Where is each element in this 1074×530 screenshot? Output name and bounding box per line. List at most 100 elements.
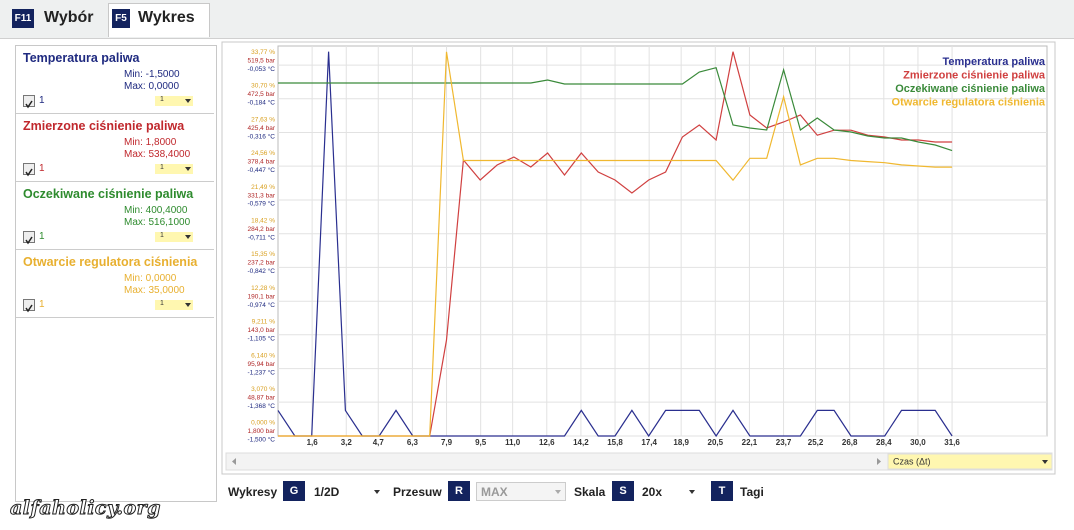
check-mark	[25, 168, 33, 177]
x-tick-label: 31,6	[944, 438, 960, 447]
sensor-card	[16, 113, 214, 182]
y-tick-label: 425,4 bar	[248, 125, 276, 132]
legend-entry: Oczekiwane ciśnienie paliwa	[895, 83, 1046, 95]
x-axis-label: Czas (Δt)	[893, 456, 931, 466]
tab-key: F11	[12, 9, 34, 28]
checkbox[interactable]	[23, 299, 35, 313]
y-tick-label: 1,800 bar	[248, 428, 276, 435]
y-tick-label: 472,5 bar	[248, 91, 276, 98]
y-tick-label: -0,974 °C	[247, 301, 275, 309]
toolbar-label: Tagi	[740, 485, 764, 499]
series-line	[278, 51, 953, 437]
x-tick-label: 30,0	[910, 438, 926, 447]
checkbox-label: 1	[39, 163, 45, 174]
dropdown-arrow	[555, 490, 561, 494]
checkbox[interactable]	[23, 231, 35, 245]
x-axis-select[interactable]	[887, 453, 1053, 470]
toolbar-label: Przesuw	[393, 485, 442, 499]
key-badge: R	[448, 481, 470, 501]
y-tick-label: -1,500 °C	[247, 436, 275, 444]
toolbar-label: Skala	[574, 485, 606, 499]
series-line	[278, 66, 953, 152]
x-tick-label: 11,0	[505, 438, 521, 447]
select-value: 1	[160, 300, 164, 307]
y-tick-label: -0,316 °C	[247, 132, 275, 140]
dropdown-arrow[interactable]	[689, 490, 695, 494]
y-tick-label: 27,63 %	[251, 116, 275, 123]
legend-entry: Temperatura paliwa	[943, 56, 1046, 68]
key-badge: G	[283, 481, 305, 501]
y-tick-label: 237,2 bar	[248, 260, 276, 267]
y-tick-label: 6,140 %	[251, 352, 275, 359]
sensor-panel	[15, 45, 217, 502]
y-tick-label: 331,3 bar	[248, 192, 276, 199]
sensor-max: Max: 538,4000	[124, 149, 191, 160]
y-tick-label: -0,579 °C	[247, 200, 275, 208]
y-tick-label: 378,4 bar	[248, 159, 276, 166]
dropdown-arrow[interactable]	[374, 490, 380, 494]
scroll-right[interactable]	[877, 458, 881, 465]
x-tick-label: 1,6	[307, 438, 319, 447]
select[interactable]: 1	[155, 232, 193, 242]
y-tick-label: -1,368 °C	[247, 402, 275, 410]
sensor-max: Max: 35,0000	[124, 285, 185, 296]
toolbar-value: MAX	[481, 485, 508, 499]
sensor-card	[16, 181, 214, 250]
x-tick-label: 9,5	[475, 438, 487, 447]
x-tick-label: 7,9	[441, 438, 453, 447]
dropdown-arrow	[185, 99, 191, 103]
check-mark	[25, 236, 33, 245]
y-tick-label: 9,211 %	[252, 319, 276, 326]
x-tick-label: 17,4	[641, 438, 657, 447]
y-tick-label: -0,053 °C	[247, 65, 275, 73]
watermark: alfaholicy.org	[10, 497, 161, 520]
y-tick-label: 48,87 bar	[248, 395, 276, 402]
toolbar-value: 1/2D	[314, 485, 340, 499]
x-tick-label: 12,6	[539, 438, 555, 447]
select[interactable]: 1	[155, 164, 193, 174]
y-tick-label: 95,94 bar	[248, 361, 276, 368]
x-tick-label: 15,8	[607, 438, 623, 447]
x-tick-label: 3,2	[341, 438, 353, 447]
sensor-title: Oczekiwane ciśnienie paliwa	[23, 187, 194, 201]
x-tick-label: 22,1	[742, 438, 758, 447]
x-tick-label: 26,8	[842, 438, 858, 447]
select[interactable]: 1	[155, 96, 193, 106]
checkbox[interactable]	[23, 95, 35, 109]
check-mark	[25, 304, 33, 313]
dropdown-arrow	[1042, 460, 1048, 464]
x-tick-label: 6,3	[407, 438, 419, 447]
sensor-max: Max: 516,1000	[124, 217, 191, 228]
sensor-card	[16, 249, 214, 318]
select[interactable]: 1	[155, 300, 193, 310]
x-tick-label: 4,7	[373, 438, 385, 447]
legend-entry: Zmierzone ciśnienie paliwa	[903, 69, 1046, 81]
sensor-card	[16, 45, 214, 114]
select-value: 1	[160, 96, 164, 103]
y-tick-label: 24,56 %	[251, 150, 275, 157]
sensor-max: Max: 0,0000	[124, 81, 180, 92]
input[interactable]: MAX	[476, 482, 566, 501]
sensor-title: Otwarcie regulatora ciśnienia	[23, 255, 198, 269]
checkbox-label: 1	[39, 231, 45, 242]
y-tick-label: 21,49 %	[251, 184, 275, 191]
select-value: 1	[160, 164, 164, 171]
sensor-min: Min: 0,0000	[124, 273, 177, 284]
y-tick-label: 519,5 bar	[248, 57, 276, 64]
y-tick-label: 30,70 %	[251, 83, 275, 90]
series-line	[277, 51, 953, 438]
y-tick-label: -1,105 °C	[247, 334, 275, 342]
y-tick-label: 0,000 %	[251, 420, 275, 427]
scroll-left[interactable]	[232, 458, 236, 465]
x-tick-label: 25,2	[808, 438, 824, 447]
checkbox[interactable]	[23, 163, 35, 177]
sensor-title: Zmierzone ciśnienie paliwa	[23, 119, 185, 133]
x-tick-label: 23,7	[776, 438, 792, 447]
key-badge: T	[711, 481, 733, 501]
dropdown-arrow	[185, 167, 191, 171]
legend-entry: Otwarcie regulatora ciśnienia	[892, 96, 1046, 108]
tab-key: F5	[112, 9, 130, 28]
y-tick-label: 190,1 bar	[248, 293, 276, 300]
